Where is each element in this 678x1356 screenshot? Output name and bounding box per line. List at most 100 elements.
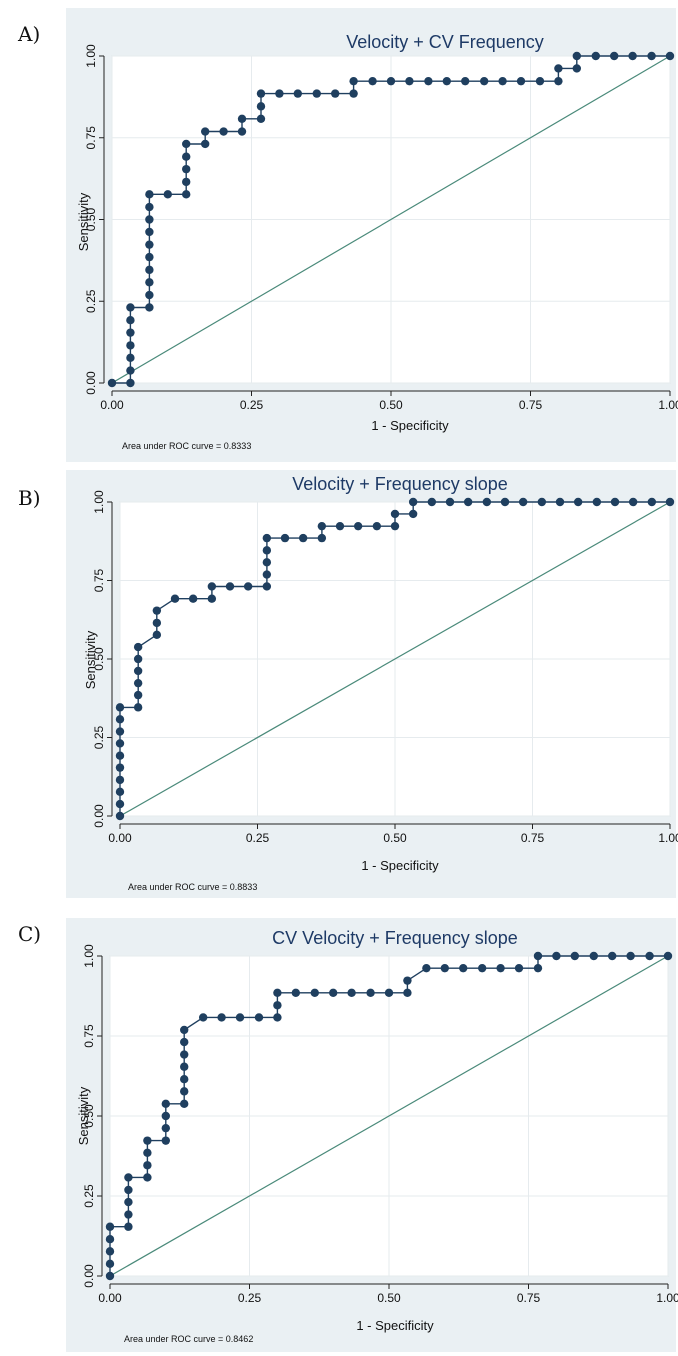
roc-point bbox=[225, 582, 235, 591]
roc-point bbox=[405, 76, 414, 86]
roc-point bbox=[182, 139, 191, 149]
roc-point bbox=[372, 521, 382, 531]
x-tick-label: 1.00 bbox=[658, 398, 678, 412]
roc-point bbox=[105, 1222, 115, 1231]
roc-point bbox=[280, 533, 290, 543]
roc-point bbox=[182, 177, 191, 187]
x-tick-label: 0.75 bbox=[517, 1291, 541, 1305]
roc-point bbox=[610, 51, 619, 61]
roc-point bbox=[665, 497, 675, 507]
roc-point bbox=[329, 988, 338, 997]
roc-chart-c: 0.00 0.25 0.50 0.75 1.00 0.00 0.25 0.50 0.75 1.00… bbox=[66, 918, 678, 1352]
roc-point bbox=[572, 64, 582, 73]
roc-point bbox=[145, 252, 154, 262]
roc-point bbox=[152, 618, 162, 628]
roc-point bbox=[133, 703, 143, 712]
roc-point bbox=[463, 497, 473, 507]
roc-point bbox=[126, 316, 135, 325]
roc-point bbox=[516, 76, 526, 86]
x-tick-label: 1.00 bbox=[656, 1291, 678, 1305]
x-tick-label: 1.00 bbox=[658, 831, 678, 845]
roc-point bbox=[133, 690, 143, 700]
roc-point bbox=[145, 240, 154, 249]
roc-point bbox=[133, 654, 143, 664]
roc-point bbox=[518, 497, 528, 507]
roc-point bbox=[390, 521, 400, 531]
panel-label-c: C) bbox=[18, 922, 42, 946]
roc-point bbox=[115, 787, 125, 797]
roc-chart-b: 0.00 0.25 0.50 0.75 1.00 0.00 0.25 0.50 0.75 1.00… bbox=[66, 470, 678, 898]
roc-point bbox=[200, 139, 210, 149]
roc-point bbox=[237, 114, 247, 123]
y-tick-label: 1.00 bbox=[92, 490, 106, 514]
roc-point bbox=[273, 988, 282, 997]
roc-point bbox=[647, 497, 657, 507]
roc-point bbox=[207, 594, 217, 603]
roc-point bbox=[235, 1013, 245, 1022]
roc-point bbox=[200, 127, 210, 136]
roc-point bbox=[628, 51, 637, 61]
roc-point bbox=[459, 963, 468, 973]
roc-point bbox=[115, 763, 125, 772]
x-tick-label: 0.00 bbox=[98, 1291, 122, 1305]
roc-point bbox=[408, 497, 418, 507]
roc-point bbox=[152, 606, 162, 615]
roc-point bbox=[533, 951, 543, 961]
panel-label-b: B) bbox=[18, 486, 41, 510]
roc-point bbox=[537, 497, 547, 507]
roc-point bbox=[589, 951, 598, 961]
y-tick-label: 0.00 bbox=[84, 371, 98, 395]
roc-point bbox=[124, 1210, 133, 1219]
roc-point bbox=[552, 951, 561, 961]
roc-point bbox=[107, 378, 117, 388]
roc-point bbox=[145, 278, 154, 287]
y-tick-label: 1.00 bbox=[82, 944, 96, 968]
roc-point bbox=[317, 521, 327, 531]
roc-point bbox=[126, 341, 135, 350]
roc-point bbox=[219, 127, 228, 136]
roc-point bbox=[152, 630, 162, 640]
roc-point bbox=[115, 811, 125, 821]
roc-point bbox=[180, 1062, 189, 1071]
roc-point bbox=[293, 89, 303, 98]
roc-point bbox=[115, 727, 125, 736]
roc-point bbox=[105, 1247, 115, 1256]
roc-point bbox=[126, 303, 135, 312]
chart-title: Velocity + CV Frequency bbox=[346, 32, 544, 52]
roc-point bbox=[368, 76, 377, 86]
roc-point bbox=[573, 497, 583, 507]
roc-point bbox=[403, 988, 412, 997]
y-tick-label: 0.50 bbox=[92, 647, 106, 671]
roc-point bbox=[403, 976, 412, 985]
roc-point bbox=[198, 1013, 208, 1022]
roc-point bbox=[408, 509, 418, 519]
roc-point bbox=[182, 164, 191, 174]
roc-point bbox=[291, 988, 301, 997]
y-tick-label: 0.50 bbox=[82, 1104, 96, 1128]
panel-label-a: A) bbox=[18, 22, 41, 46]
roc-point bbox=[105, 1235, 115, 1244]
roc-point bbox=[366, 988, 375, 997]
roc-point bbox=[273, 1001, 282, 1010]
y-tick-label: 0.75 bbox=[82, 1024, 96, 1048]
x-axis-label: 1 - Specificity bbox=[371, 418, 449, 433]
roc-point bbox=[133, 666, 143, 676]
roc-point bbox=[628, 497, 638, 507]
roc-point bbox=[161, 1123, 170, 1133]
roc-point bbox=[254, 1013, 264, 1022]
roc-point bbox=[256, 89, 266, 98]
roc-point bbox=[124, 1222, 133, 1231]
roc-point bbox=[262, 533, 272, 543]
roc-point bbox=[317, 533, 327, 543]
roc-point bbox=[390, 509, 400, 519]
roc-point bbox=[422, 963, 431, 973]
roc-point bbox=[133, 642, 143, 652]
roc-point bbox=[461, 76, 470, 86]
roc-point bbox=[237, 127, 247, 136]
reference-line bbox=[111, 55, 671, 384]
roc-point bbox=[207, 582, 217, 591]
roc-point bbox=[143, 1161, 152, 1170]
roc-point bbox=[592, 497, 602, 507]
roc-point bbox=[145, 215, 154, 224]
roc-point bbox=[180, 1050, 189, 1059]
